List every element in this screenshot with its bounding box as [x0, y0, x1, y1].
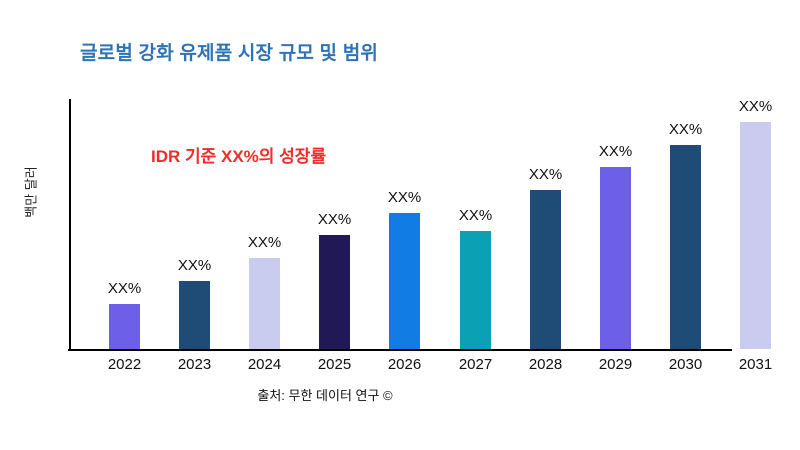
bar-2027 [460, 231, 491, 349]
x-tick-label-2028: 2028 [528, 356, 563, 373]
bar-2028 [530, 190, 561, 349]
source-note: 출처: 무한 데이터 연구 © [257, 388, 393, 403]
x-tick-label-2022: 2022 [107, 356, 142, 373]
bar-value-label-2027: XX% [458, 207, 493, 224]
bar-value-label-2023: XX% [177, 257, 212, 274]
bar-2025 [319, 235, 350, 349]
x-tick-label-2030: 2030 [668, 356, 703, 373]
x-tick-label-2024: 2024 [247, 356, 282, 373]
bar-value-label-2028: XX% [528, 166, 563, 183]
bar-2029 [600, 167, 631, 349]
bar-2022 [109, 304, 140, 349]
bar-value-label-2030: XX% [668, 121, 703, 138]
bar-2024 [249, 258, 280, 349]
bar-value-label-2024: XX% [247, 234, 282, 251]
x-tick-label-2026: 2026 [387, 356, 422, 373]
x-tick-label-2023: 2023 [177, 356, 212, 373]
y-axis-label: 백만 달러 [23, 166, 39, 218]
y-axis-line [69, 99, 71, 351]
bar-2023 [179, 281, 210, 349]
bar-2030 [670, 145, 701, 349]
bar-value-label-2025: XX% [317, 211, 352, 228]
chart-title: 글로벌 강화 유제품 시장 규모 및 범위 [80, 43, 379, 64]
bar-value-label-2031: XX% [738, 98, 773, 115]
bar-2026 [389, 213, 420, 349]
x-tick-label-2029: 2029 [598, 356, 633, 373]
bar-value-label-2029: XX% [598, 143, 633, 160]
growth-rate-annotation: IDR 기준 XX%의 성장률 [151, 147, 327, 166]
x-tick-label-2025: 2025 [317, 356, 352, 373]
bar-value-label-2022: XX% [107, 280, 142, 297]
bar-2031 [740, 122, 771, 349]
x-tick-label-2031: 2031 [738, 356, 773, 373]
x-axis-line [68, 349, 732, 351]
bar-value-label-2026: XX% [387, 189, 422, 206]
x-tick-label-2027: 2027 [458, 356, 493, 373]
